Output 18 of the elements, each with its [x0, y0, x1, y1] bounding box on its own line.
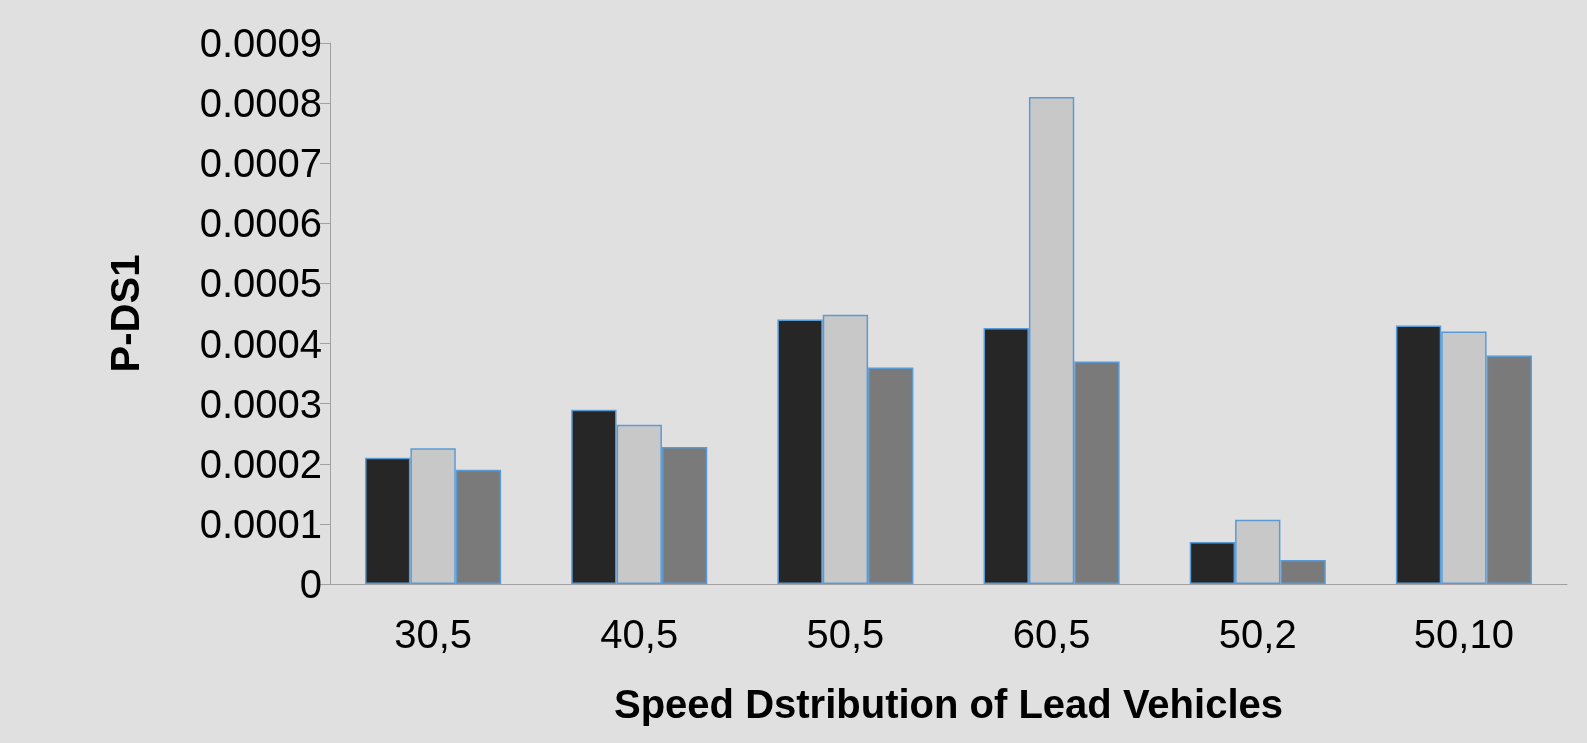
x-tick-label: 50,10 [1413, 612, 1514, 656]
y-tick-label: 0.0008 [199, 81, 322, 126]
y-tick-label: 0.0004 [199, 321, 322, 366]
x-tick-label: 30,5 [394, 612, 473, 656]
y-tick-label: 0 [299, 562, 322, 606]
y-axis-title: P-DS1 [103, 254, 147, 373]
x-tick-label: 50,2 [1218, 612, 1297, 656]
y-tick-label: 0.0002 [199, 441, 322, 486]
x-axis-title: Speed Dstribution of Lead Vehicles [613, 682, 1284, 726]
y-tick-label: 0.0001 [199, 501, 322, 546]
y-tick-label: 0.0009 [199, 21, 322, 65]
y-tick-label: 0.0007 [199, 141, 322, 186]
x-tick-label: 50,5 [806, 612, 885, 656]
y-tick-label: 0.0006 [199, 201, 322, 246]
x-tick-label: 60,5 [1012, 612, 1091, 656]
y-tick-label: 0.0005 [199, 261, 322, 306]
x-tick-label: 40,5 [600, 612, 679, 656]
y-tick-label: 0.0003 [199, 381, 322, 426]
